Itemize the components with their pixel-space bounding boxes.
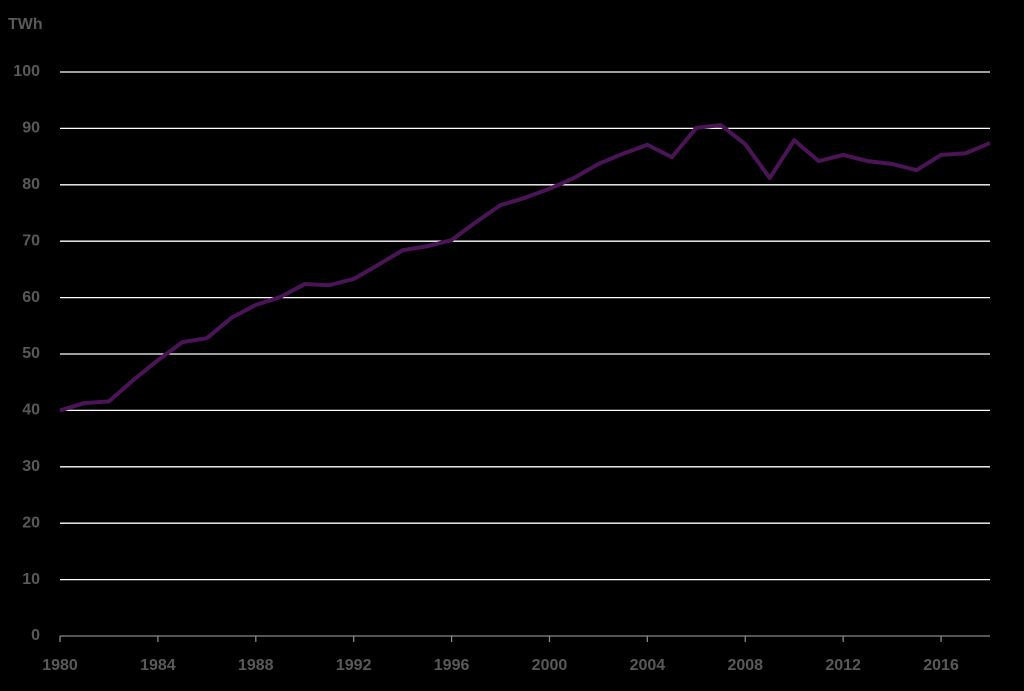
y-tick-label: 10	[22, 571, 40, 588]
y-tick-label: 50	[22, 345, 40, 362]
x-tick-label: 2000	[532, 657, 568, 674]
y-tick-label: 70	[22, 232, 40, 249]
y-tick-label: 100	[13, 63, 40, 80]
y-axis-label: TWh	[8, 16, 43, 33]
x-tick-label: 2012	[825, 657, 861, 674]
y-tick-label: 80	[22, 176, 40, 193]
y-tick-label: 30	[22, 458, 40, 475]
data-line	[59, 123, 991, 413]
x-tick-label: 1996	[434, 657, 470, 674]
y-tick-label: 60	[22, 289, 40, 306]
x-tick-label: 1992	[336, 657, 372, 674]
x-tick-label: 2016	[923, 657, 959, 674]
y-tick-label: 20	[22, 514, 40, 531]
x-tick-label: 1988	[238, 657, 274, 674]
x-tick-label: 2008	[727, 657, 763, 674]
x-tick-label: 2004	[630, 657, 666, 674]
y-tick-label: 0	[31, 627, 40, 644]
x-tick-label: 1980	[42, 657, 78, 674]
y-tick-label: 90	[22, 120, 40, 137]
y-tick-label: 40	[22, 402, 40, 419]
x-tick-label: 1984	[140, 657, 176, 674]
